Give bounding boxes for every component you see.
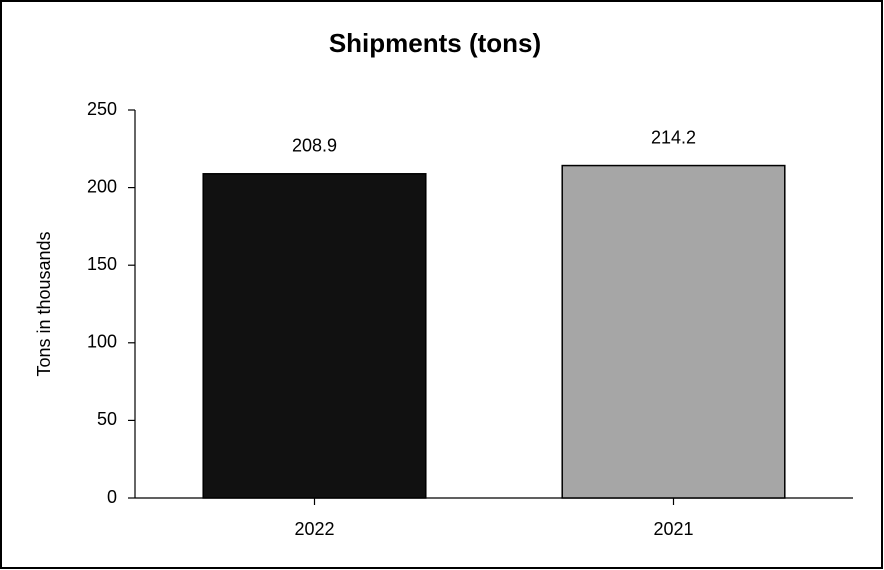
y-tick-label: 0 bbox=[107, 487, 117, 507]
bar bbox=[561, 164, 786, 499]
x-tick-label: 2021 bbox=[653, 519, 693, 539]
data-label: 214.2 bbox=[651, 127, 696, 147]
y-tick-label: 50 bbox=[97, 409, 117, 429]
x-tick-label: 2022 bbox=[294, 519, 334, 539]
y-tick-label: 100 bbox=[87, 332, 117, 352]
y-axis-label: Tons in thousands bbox=[34, 231, 54, 376]
bar bbox=[202, 173, 427, 499]
y-tick-label: 200 bbox=[87, 176, 117, 196]
y-tick-label: 250 bbox=[87, 99, 117, 119]
chart-title: Shipments (tons) bbox=[329, 28, 541, 58]
y-tick-label: 150 bbox=[87, 254, 117, 274]
data-label: 208.9 bbox=[292, 136, 337, 156]
